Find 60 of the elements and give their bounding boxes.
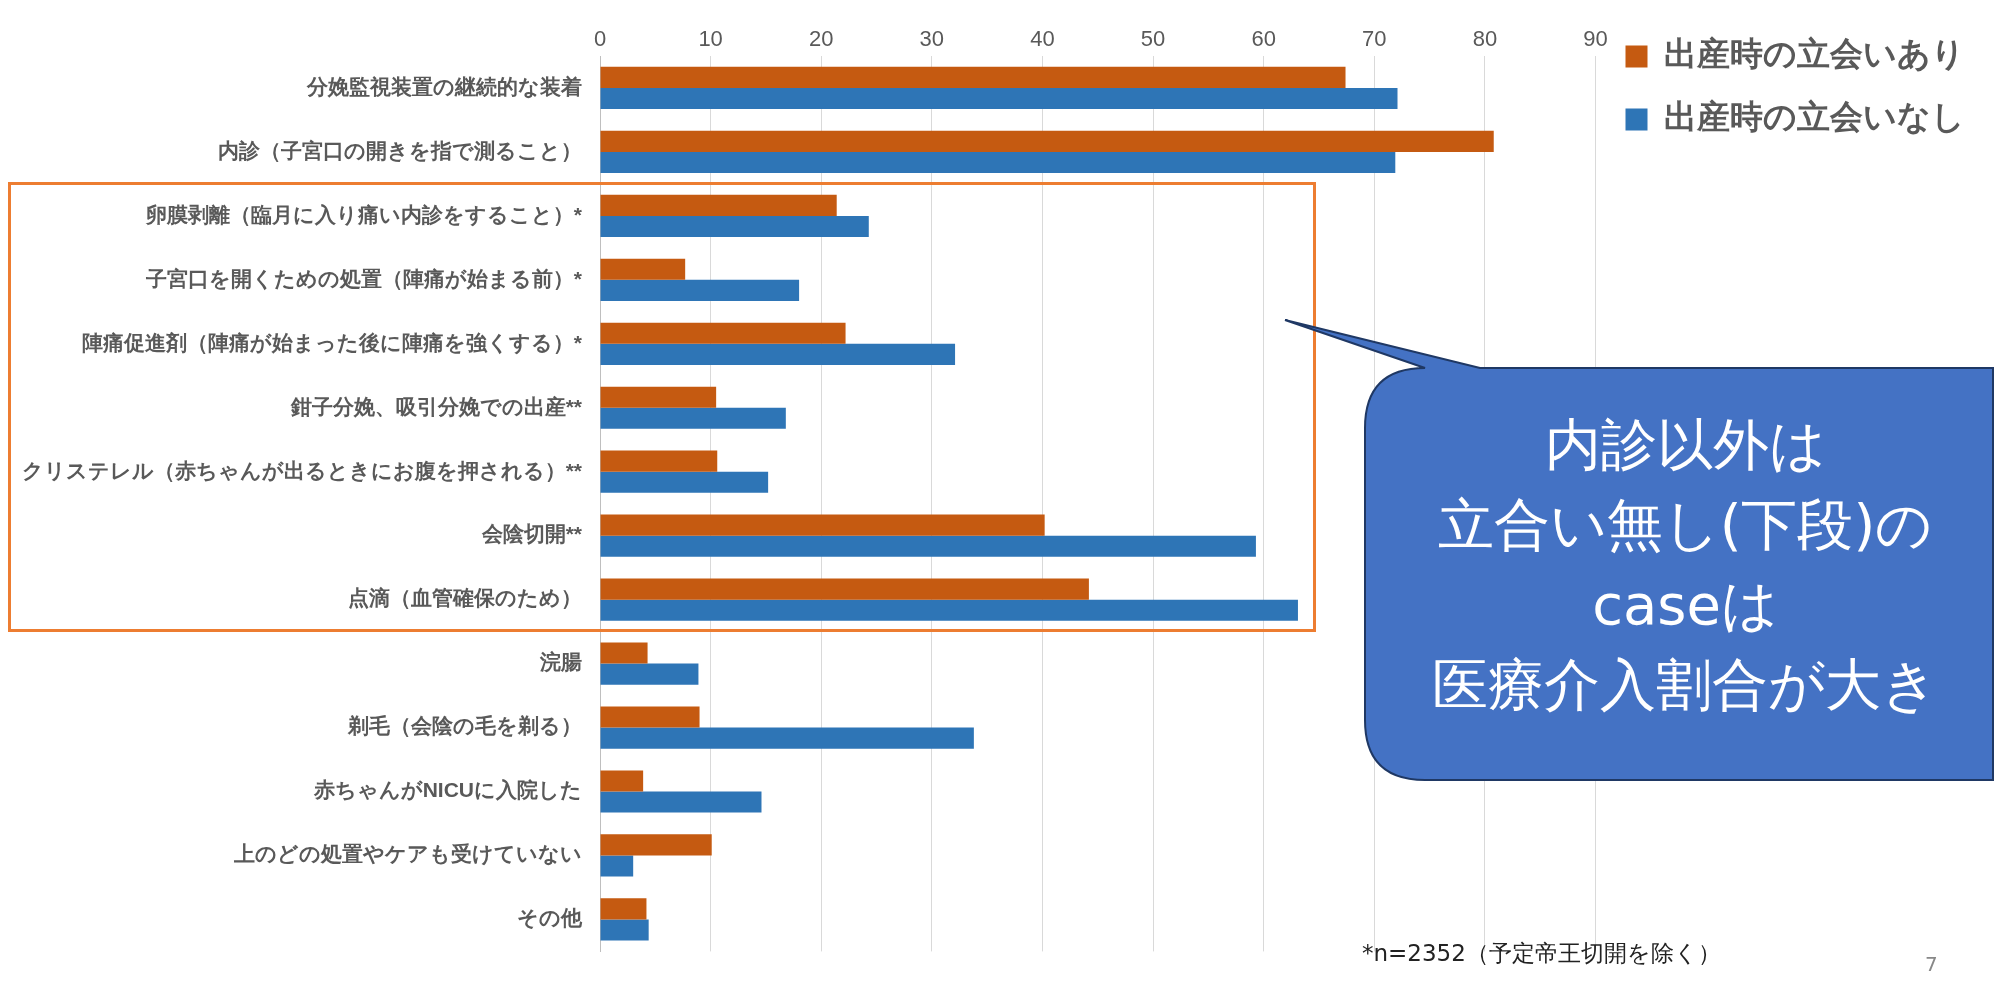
y-tick-label: 子宮口を開くための処置（陣痛が始まる前）* [144,266,583,291]
y-tick-label: 赤ちゃんがNICUに入院した [312,778,582,802]
x-tick-label: 40 [1030,25,1055,51]
bar [600,386,717,408]
y-tick-label: 上のどの処置やケアも受けていない [233,842,582,867]
x-tick-label: 80 [1472,25,1498,51]
bar [600,663,699,685]
annotation: 内診以外は [1543,411,1827,479]
x-tick-label: 70 [1362,25,1387,51]
bar [600,855,634,877]
bar [600,706,700,728]
legend-label: 出産時の立会いあり [1664,34,1965,74]
bar [600,130,1494,152]
y-tick-label: 点滴（血管確保のため） [348,586,582,611]
bar [600,279,800,301]
annotation: caseは [1591,571,1779,639]
bar [600,194,837,216]
bar [600,535,1256,557]
bar [600,919,649,941]
x-tick-label: 50 [1140,25,1166,51]
annotation: 立合い無し(下段)の [1436,491,1934,559]
y-tick-label: 鉗子分娩、吸引分娩での出産** [289,394,583,418]
annotation: 医療介入割合が大き [1431,651,1939,719]
y-tick-label: 会陰切開** [480,522,583,546]
bar [600,450,718,472]
annotation: *n=2352（予定帝王切開を除く） [1362,939,1721,968]
bar [600,727,974,749]
y-tick-label: 浣腸 [539,650,582,674]
text: 7 [1925,952,1938,976]
bar [600,87,1398,110]
bar [600,258,686,280]
bar [600,578,1089,600]
bar [600,514,1045,536]
x-tick-label: 10 [698,25,723,51]
bar [600,343,956,365]
y-tick-label: 内診（子宮口の開きを指で測ること） [218,138,582,163]
y-tick-label: 卵膜剥離（臨月に入り痛い内診をすること）* [144,202,583,227]
x-tick-label: 20 [808,25,834,51]
y-tick-label: 陣痛促進剤（陣痛が始まった後に陣痛を強くする）* [81,330,583,355]
bar [600,642,648,664]
x-tick-label: 90 [1583,25,1608,51]
y-tick-label: 剃毛（会陰の毛を剃る） [347,714,582,738]
y-tick-label: 分娩監視装置の継続的な装着 [306,74,582,99]
x-tick-label: 60 [1251,25,1276,51]
bar [600,770,644,792]
bar [600,471,769,493]
legend-label: 出産時の立会いなし [1664,97,1965,137]
y-tick-label: クリステレル（赤ちゃんが出るときにお腹を押される）** [21,458,583,483]
bar [600,898,647,920]
bar [600,215,869,237]
bar [600,66,1346,88]
bar [600,407,786,429]
bar [600,151,1396,174]
x-tick-label: 0 [593,25,607,51]
bar [600,599,1298,621]
bar [600,322,846,344]
bar [600,791,762,813]
x-tick-label: 30 [919,25,945,51]
y-tick-label: その他 [517,906,583,930]
bar [600,834,712,856]
